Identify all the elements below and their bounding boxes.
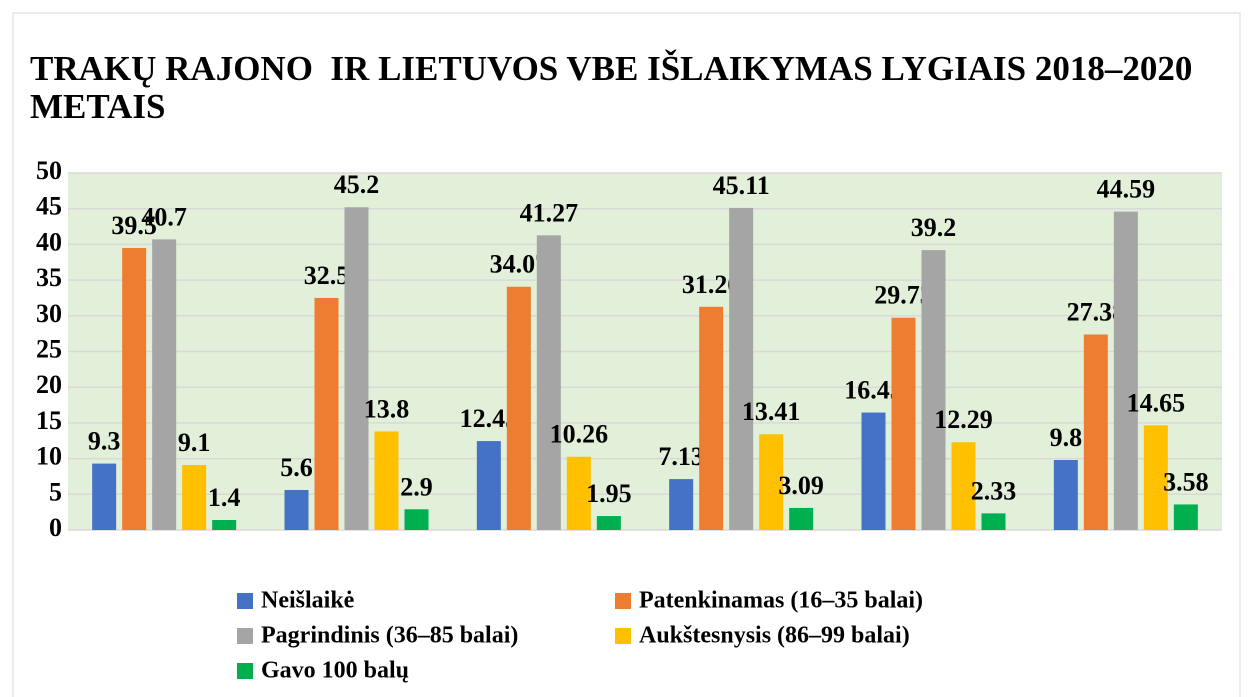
y-tick-label: 30 [36, 299, 62, 328]
bar [284, 490, 309, 530]
legend-swatch [237, 593, 253, 609]
bar [374, 431, 399, 530]
data-label: 1.95 [586, 479, 632, 508]
legend-swatch [237, 663, 253, 679]
legend-label: Patenkinamas (16–35 balai) [639, 588, 923, 614]
y-tick-label: 45 [36, 192, 62, 221]
bar [951, 442, 976, 530]
bar [1173, 504, 1198, 530]
data-label: 3.09 [778, 471, 824, 500]
bar [314, 297, 339, 530]
frame [12, 12, 1241, 697]
data-label: 9.8 [1050, 423, 1083, 452]
bar [789, 507, 814, 530]
data-label: 3.58 [1163, 467, 1209, 496]
bar [759, 434, 784, 530]
data-label: 44.59 [1097, 175, 1156, 204]
data-label: 40.7 [141, 202, 187, 231]
bar [506, 286, 531, 530]
y-tick-label: 40 [36, 227, 62, 256]
y-tick-label: 35 [36, 263, 62, 292]
bar [92, 463, 117, 530]
data-label: 12.29 [934, 405, 993, 434]
y-tick-label: 50 [36, 156, 62, 185]
bar [921, 250, 946, 530]
data-label: 9.1 [178, 428, 211, 457]
data-label: 1.4 [208, 483, 241, 512]
data-label: 14.65 [1127, 388, 1186, 417]
bar [861, 412, 886, 530]
legend-swatch [615, 628, 631, 644]
bar [1143, 425, 1168, 530]
data-label: 5.6 [280, 453, 313, 482]
data-label: 32.5 [304, 261, 350, 290]
bar [699, 306, 724, 530]
data-label: 13.41 [742, 397, 801, 426]
data-label: 39.5 [111, 211, 157, 240]
bar [122, 247, 147, 530]
bar [152, 239, 177, 531]
bar [566, 456, 591, 530]
bar [1053, 460, 1078, 530]
y-tick-label: 25 [36, 334, 62, 363]
legend-swatch [237, 628, 253, 644]
legend-label: Aukštesnysis (86–99 balai) [639, 623, 910, 649]
data-label: 13.8 [364, 394, 410, 423]
bar [536, 235, 561, 530]
data-label: 45.2 [334, 170, 380, 199]
data-label: 45.11 [713, 171, 770, 200]
y-tick-label: 5 [49, 477, 62, 506]
y-tick-label: 20 [36, 370, 62, 399]
legend-label: Pagrindinis (36–85 balai) [261, 623, 518, 649]
chart-title: TRAKŲ RAJONO IR LIETUVOS VBE IŠLAIKYMAS … [30, 49, 1202, 126]
bar [596, 516, 621, 530]
legend-swatch [615, 593, 631, 609]
bar [669, 479, 694, 530]
bar [476, 441, 501, 530]
legend-label: Neišlaikė [261, 588, 355, 614]
y-tick-label: 15 [36, 406, 62, 435]
data-label: 39.2 [911, 213, 957, 242]
y-tick-label: 10 [36, 442, 62, 471]
data-label: 10.26 [550, 420, 609, 449]
data-label: 7.13 [658, 442, 704, 471]
bar [344, 207, 369, 530]
bar [212, 520, 237, 530]
data-label: 9.3 [88, 427, 121, 456]
bar [1113, 211, 1138, 531]
bar [981, 513, 1006, 530]
y-tick-label: 0 [49, 513, 62, 542]
data-label: 2.9 [400, 472, 433, 501]
bar [891, 317, 916, 530]
data-label: 41.27 [520, 198, 579, 227]
data-label: 2.33 [971, 476, 1017, 505]
bar [1083, 334, 1108, 530]
bar [729, 207, 754, 530]
bar [404, 509, 429, 530]
bar [182, 465, 207, 530]
legend-label: Gavo 100 balų [261, 658, 409, 684]
